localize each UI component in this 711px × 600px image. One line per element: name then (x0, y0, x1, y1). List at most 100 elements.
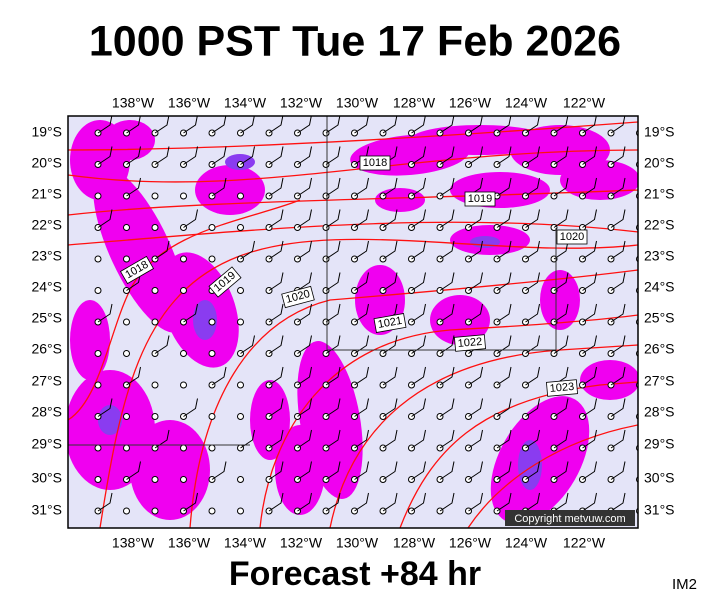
lat-label: 28°S (31, 404, 62, 420)
barb (97, 303, 113, 323)
station (123, 507, 130, 515)
precip-area (195, 165, 265, 215)
barb (382, 116, 398, 134)
isobar-label: 1020 (560, 231, 584, 243)
barb (553, 209, 569, 228)
barb (439, 240, 455, 260)
barb (183, 116, 198, 134)
station (208, 224, 216, 231)
barb (325, 461, 341, 480)
barb (610, 303, 626, 323)
barb (525, 429, 540, 449)
lon-label: 130°W (336, 535, 379, 551)
barb (382, 366, 398, 386)
station (151, 287, 159, 294)
barb (496, 492, 512, 512)
precip-area (430, 295, 490, 345)
barb (582, 303, 597, 323)
station (94, 287, 102, 294)
barb (325, 398, 341, 417)
barb (582, 272, 597, 291)
isobar (68, 189, 638, 216)
lon-label: 134°W (224, 95, 267, 111)
station (180, 444, 187, 452)
isobar-label-box (546, 379, 578, 397)
heavy-precip (193, 300, 217, 340)
barb (610, 177, 626, 197)
barb (468, 209, 483, 228)
barb (240, 116, 255, 134)
barb (610, 335, 626, 354)
barb (582, 335, 597, 354)
barb (468, 146, 483, 165)
barb (154, 116, 170, 134)
barb (297, 398, 312, 417)
barb (297, 366, 312, 386)
barb (382, 209, 398, 228)
barb (610, 461, 626, 480)
station (123, 255, 130, 263)
lat-label: 22°S (644, 217, 675, 233)
lat-label: 31°S (31, 502, 62, 518)
barb (496, 209, 512, 228)
barb (382, 335, 398, 354)
barb (439, 146, 455, 165)
barb (240, 146, 255, 165)
lat-label: 24°S (644, 279, 675, 295)
barb (411, 492, 426, 512)
station (180, 287, 187, 294)
barb (183, 303, 198, 323)
barb (439, 366, 455, 386)
lat-label: 27°S (31, 373, 62, 389)
barb (525, 335, 540, 354)
lon-label: 136°W (168, 95, 211, 111)
barb (297, 461, 312, 480)
barb (183, 398, 198, 417)
isobar (467, 424, 638, 528)
barb (468, 461, 483, 480)
barb (496, 398, 512, 417)
barb (382, 492, 398, 512)
barb (582, 146, 597, 165)
barb (382, 461, 398, 480)
barb (268, 429, 284, 449)
station (208, 350, 216, 357)
station (123, 318, 130, 326)
barb (411, 209, 426, 228)
barb (468, 116, 483, 134)
station (237, 381, 244, 389)
station (237, 413, 244, 420)
copyright: Copyright metvuw.com (514, 513, 625, 525)
barb (553, 398, 569, 417)
barb (268, 303, 284, 323)
barb (582, 209, 597, 228)
barb (610, 492, 626, 512)
barb (297, 335, 312, 354)
barb (268, 461, 284, 480)
barb (439, 272, 455, 291)
lat-label: 19°S (31, 124, 62, 140)
station (94, 476, 102, 483)
precip-area (70, 300, 110, 380)
barb (268, 116, 284, 134)
isobars (68, 121, 638, 528)
isobar-label: 1023 (549, 381, 574, 395)
barb (468, 429, 483, 449)
isobar-label-box (281, 285, 315, 309)
isobar-label: 1021 (377, 315, 403, 331)
barb (496, 177, 512, 197)
precip-area (105, 120, 155, 160)
barb (240, 335, 255, 354)
heavy-precip (98, 405, 122, 435)
lon-label: 124°W (505, 95, 548, 111)
barb (325, 335, 341, 354)
barb (183, 492, 198, 512)
barb (211, 146, 227, 165)
isobar (68, 121, 638, 151)
isobar (68, 149, 638, 183)
lon-label: 134°W (224, 535, 267, 551)
barb (525, 177, 540, 197)
barb (610, 429, 626, 449)
lat-label: 24°S (31, 279, 62, 295)
barb (411, 116, 426, 134)
